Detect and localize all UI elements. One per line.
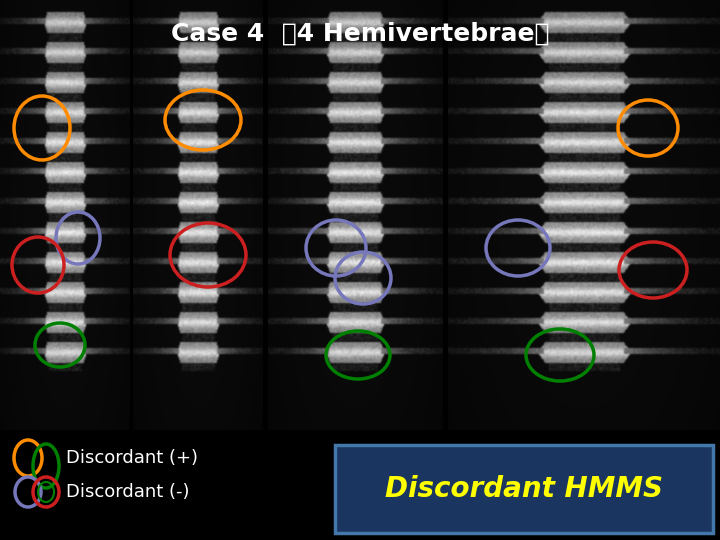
- Text: Discordant (+): Discordant (+): [66, 449, 198, 467]
- Text: Case 4  （4 Hemivertebrae）: Case 4 （4 Hemivertebrae）: [171, 22, 549, 46]
- FancyBboxPatch shape: [335, 445, 713, 533]
- Text: Discordant HMMS: Discordant HMMS: [385, 475, 663, 503]
- Text: Discordant (-): Discordant (-): [66, 483, 189, 501]
